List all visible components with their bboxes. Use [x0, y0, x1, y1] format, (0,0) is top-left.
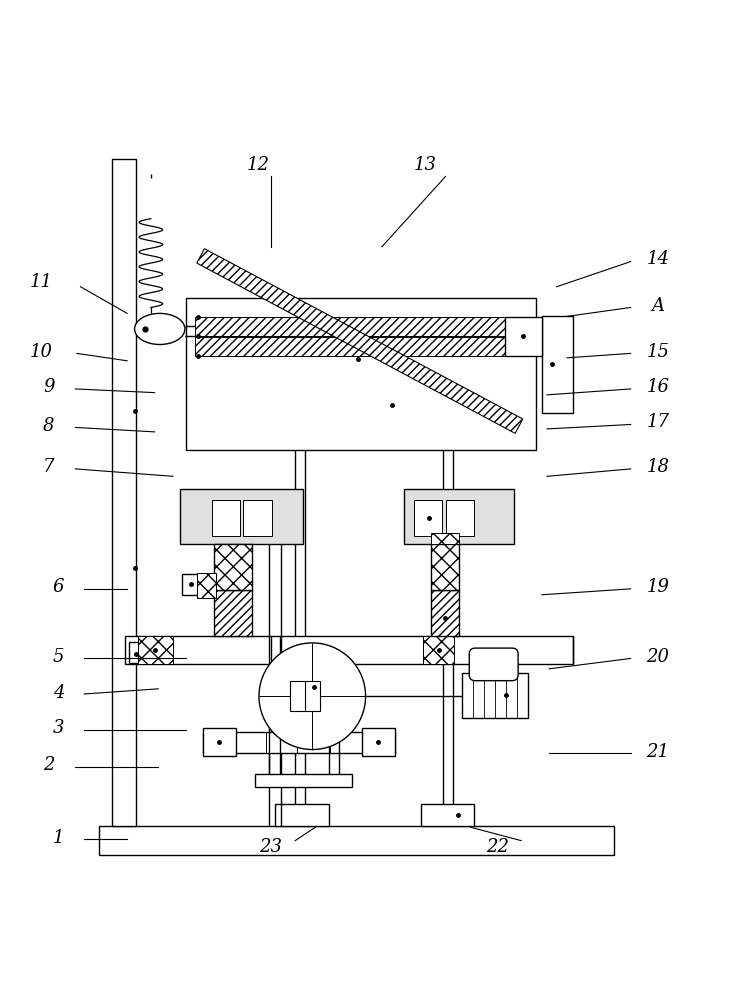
Ellipse shape [134, 313, 185, 345]
Text: 19: 19 [647, 578, 670, 596]
Circle shape [259, 643, 366, 750]
Bar [462, 673, 528, 718]
Text: 12: 12 [247, 156, 270, 174]
Text: 9: 9 [43, 378, 54, 396]
Bar [430, 533, 459, 544]
Bar [430, 590, 459, 636]
Bar [214, 590, 252, 636]
Bar [195, 317, 505, 336]
Text: 10: 10 [30, 343, 53, 361]
Bar [243, 500, 272, 536]
Text: 22: 22 [486, 838, 509, 856]
Bar [275, 804, 328, 826]
Bar [212, 500, 239, 536]
Bar [423, 636, 454, 664]
Bar [414, 500, 442, 536]
Bar [542, 316, 573, 413]
Text: 6: 6 [52, 578, 64, 596]
Text: 5: 5 [52, 648, 64, 666]
Text: A: A [651, 297, 665, 315]
Bar [421, 804, 474, 826]
Bar [203, 732, 395, 753]
Text: 4: 4 [52, 684, 64, 702]
Text: 11: 11 [30, 273, 53, 291]
Bar [181, 489, 303, 544]
Text: 18: 18 [647, 458, 670, 476]
Text: 3: 3 [52, 719, 64, 737]
FancyBboxPatch shape [469, 648, 518, 681]
Text: 7: 7 [43, 458, 54, 476]
Text: 21: 21 [647, 743, 670, 761]
Text: 17: 17 [647, 413, 670, 431]
Bar [430, 544, 459, 590]
Text: 15: 15 [647, 343, 670, 361]
Bar [254, 774, 352, 787]
Bar [128, 642, 157, 663]
Text: 20: 20 [647, 648, 670, 666]
Bar [99, 826, 614, 855]
Bar [362, 728, 395, 756]
Bar [214, 590, 252, 636]
Bar [290, 681, 320, 711]
Text: 2: 2 [43, 756, 54, 774]
Text: 23: 23 [260, 838, 282, 856]
Bar [505, 317, 542, 356]
Polygon shape [197, 249, 523, 433]
Bar [214, 544, 252, 590]
Bar [445, 500, 474, 536]
Text: 8: 8 [43, 417, 54, 435]
Text: 13: 13 [413, 156, 436, 174]
Text: 1: 1 [52, 829, 64, 847]
Text: 16: 16 [647, 378, 670, 396]
Bar [203, 728, 236, 756]
Bar [137, 636, 173, 664]
Bar [186, 298, 536, 450]
Bar [404, 489, 514, 544]
Bar [195, 337, 505, 356]
Bar [430, 544, 459, 590]
Bar [125, 636, 573, 664]
Bar [113, 159, 136, 826]
Bar [182, 574, 206, 595]
Bar [214, 544, 252, 590]
Bar [430, 590, 459, 636]
Bar [197, 573, 216, 598]
Text: 14: 14 [647, 250, 670, 268]
